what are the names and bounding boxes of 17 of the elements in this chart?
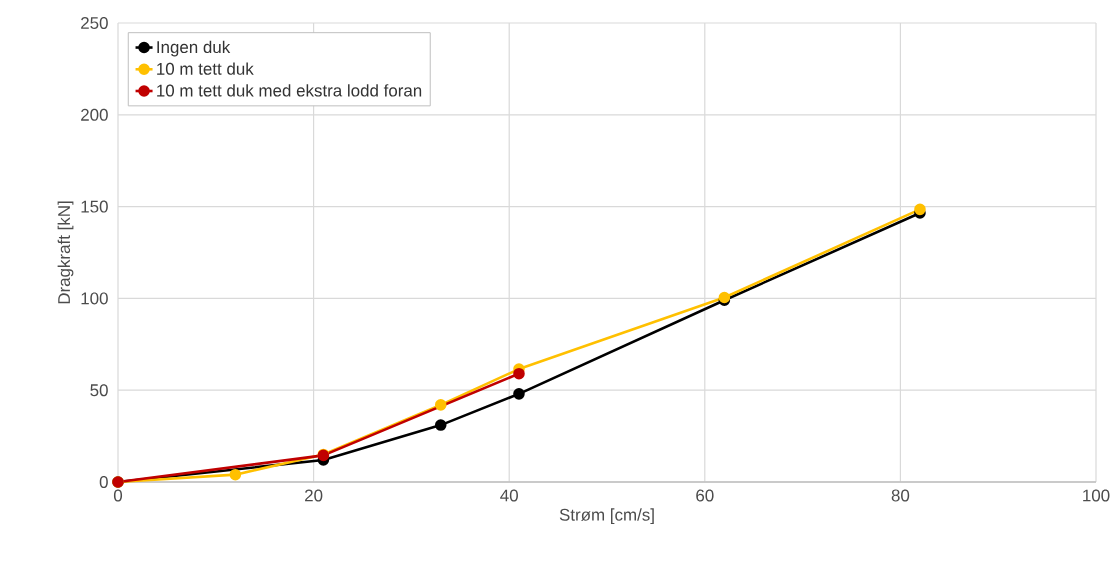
y-tick-label: 200 <box>81 108 108 121</box>
y-tick-label: 0 <box>99 476 108 488</box>
y-tick-label: 250 <box>81 17 108 29</box>
y-axis-title: Dragkraft [kN] <box>57 201 74 304</box>
x-tick-label: 0 <box>113 489 123 502</box>
x-axis-title: Strøm [cm/s] <box>559 508 654 525</box>
legend-label: Ingen duk <box>157 40 231 57</box>
x-tick-label: 20 <box>305 489 323 502</box>
x-tick-label: 100 <box>1083 489 1110 502</box>
y-tick-label: 150 <box>81 200 108 213</box>
x-tick-label: 80 <box>891 489 910 502</box>
legend-label: 10 m tett duk <box>157 62 254 75</box>
y-tick-label: 50 <box>90 384 108 397</box>
y-tick-label: 100 <box>81 292 108 305</box>
legend-label: 10 m tett duk med ekstra lodd foran <box>157 84 422 97</box>
x-tick-label: 60 <box>696 489 714 502</box>
x-tick-label: 40 <box>500 489 518 502</box>
